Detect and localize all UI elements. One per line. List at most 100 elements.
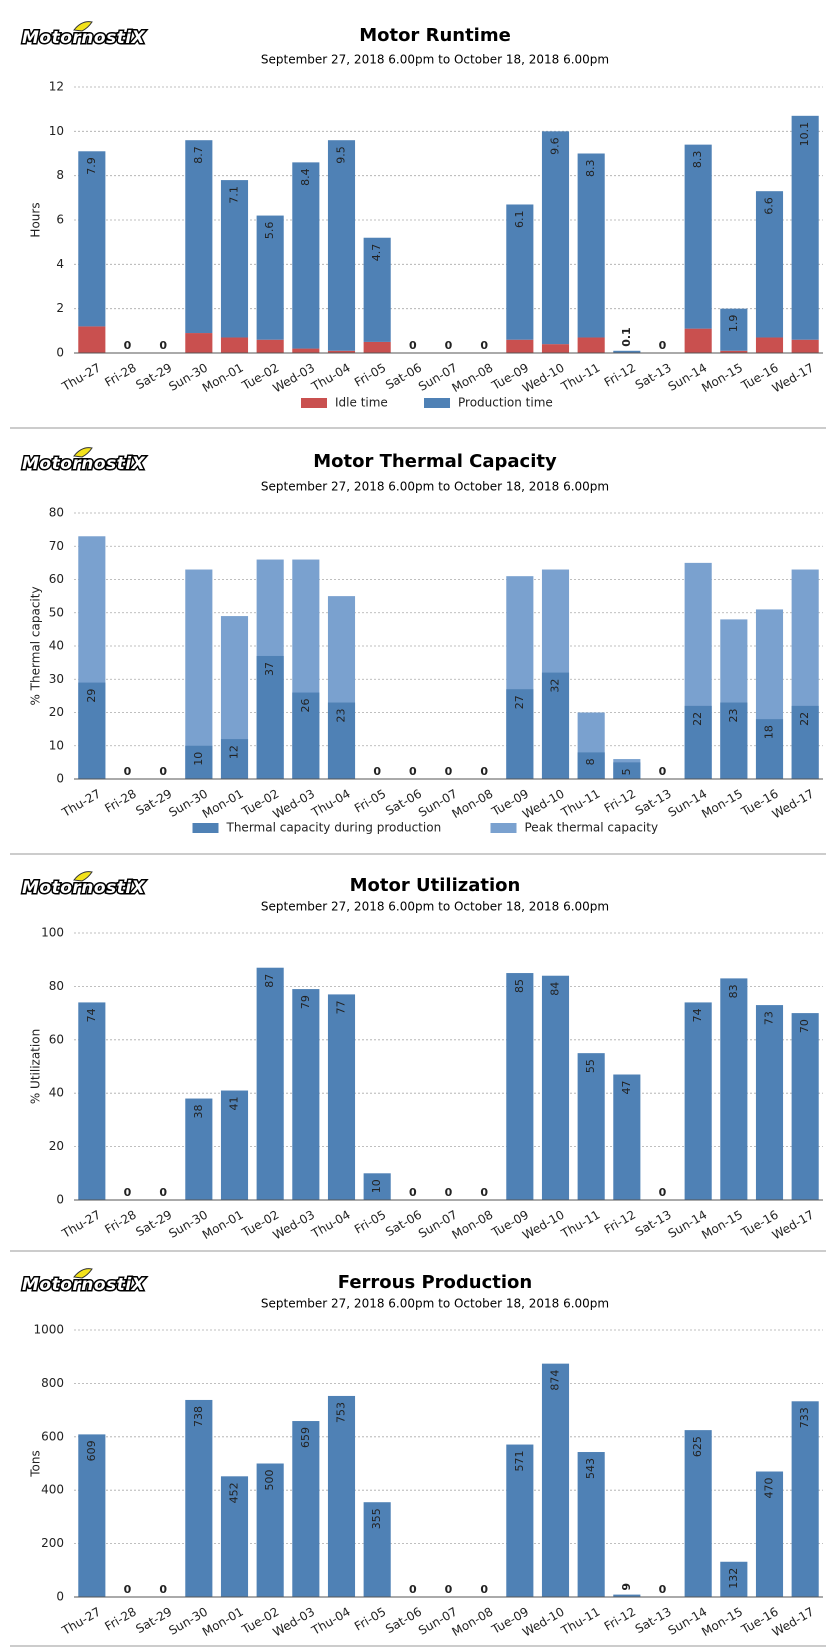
- chart-subtitle: September 27, 2018 6.00pm to October 18,…: [261, 480, 609, 494]
- bar: [185, 569, 213, 779]
- logo: MotornostiX: [22, 1275, 146, 1295]
- value-label: 79: [299, 995, 312, 1009]
- x-tick-label: Mon-08: [450, 1208, 496, 1243]
- value-label: 38: [192, 1105, 205, 1119]
- legend-label: Thermal capacity during production: [226, 821, 442, 835]
- bar: [185, 745, 213, 779]
- x-tick-label: Mon-15: [699, 1605, 745, 1640]
- bar: [755, 1005, 784, 1200]
- x-tick-label: Fri-05: [352, 361, 388, 390]
- value-label: 0: [659, 1186, 667, 1199]
- x-tick-label: Thu-27: [59, 787, 103, 821]
- bar: [78, 151, 106, 327]
- bar: [292, 1421, 320, 1597]
- bar: [684, 144, 712, 329]
- bar: [755, 337, 784, 353]
- bar: [292, 692, 320, 779]
- chart-title: Motor Thermal Capacity: [313, 451, 557, 472]
- value-label: 73: [763, 1011, 776, 1025]
- bar: [256, 215, 284, 340]
- x-tick-label: Sat-06: [383, 787, 424, 819]
- value-label: 47: [620, 1081, 633, 1095]
- value-label: 7.1: [228, 186, 241, 204]
- value-label: 0: [659, 339, 667, 352]
- bar: [541, 672, 570, 779]
- x-tick-label: Thu-11: [558, 1208, 602, 1242]
- logo-bird: [73, 21, 93, 32]
- legend-label: Production time: [458, 396, 553, 410]
- logo: MotornostiX: [22, 28, 146, 48]
- value-label: 10: [370, 1179, 383, 1193]
- y-tick-label: 10: [49, 124, 64, 138]
- value-label: 0: [409, 1583, 417, 1596]
- x-tick-label: Thu-11: [558, 361, 602, 395]
- x-tick-label: Sat-06: [383, 1208, 424, 1240]
- bar: [78, 1434, 106, 1597]
- x-tick-label: Sat-13: [633, 1208, 674, 1240]
- value-label: 18: [763, 725, 776, 739]
- bar: [613, 762, 641, 779]
- value-label: 0: [409, 765, 417, 778]
- value-label: 0: [480, 1583, 488, 1596]
- y-tick-label: 30: [49, 672, 64, 686]
- bar: [185, 1098, 213, 1200]
- bar: [220, 337, 249, 353]
- chart-title: Motor Runtime: [359, 25, 511, 46]
- logo-bird: [73, 447, 93, 458]
- value-label: 23: [727, 709, 740, 723]
- value-label: 874: [549, 1370, 562, 1391]
- x-tick-label: Mon-15: [699, 1208, 745, 1243]
- value-label: 0: [124, 339, 132, 352]
- y-tick-label: 12: [49, 80, 64, 94]
- y-tick-label: 1000: [33, 1323, 64, 1337]
- bar: [327, 994, 356, 1200]
- bar: [541, 975, 570, 1200]
- value-label: 0: [659, 765, 667, 778]
- value-label: 8.3: [691, 151, 704, 169]
- value-label: 37: [263, 662, 276, 676]
- y-tick-label: 20: [49, 705, 64, 719]
- x-tick-label: Sat-06: [383, 1605, 424, 1637]
- y-tick-label: 0: [56, 346, 64, 360]
- value-label: 8.7: [192, 146, 205, 164]
- value-label: 6.1: [513, 210, 526, 228]
- x-tick-label: Sat-13: [633, 787, 674, 819]
- value-label: 12: [228, 745, 241, 759]
- x-tick-label: Sat-29: [133, 787, 174, 819]
- value-label: 0: [159, 1186, 167, 1199]
- value-label: 74: [691, 1008, 704, 1022]
- chart-subtitle: September 27, 2018 6.00pm to October 18,…: [261, 900, 609, 914]
- bar: [720, 702, 748, 779]
- chart-subtitle: September 27, 2018 6.00pm to October 18,…: [261, 1297, 609, 1311]
- value-label: 22: [798, 712, 811, 726]
- value-label: 132: [727, 1568, 740, 1589]
- value-label: 26: [299, 699, 312, 713]
- value-label: 22: [691, 712, 704, 726]
- x-tick-label: Fri-28: [102, 787, 138, 816]
- value-label: 85: [513, 979, 526, 993]
- legend-swatch: [192, 823, 219, 833]
- bar: [755, 1471, 784, 1597]
- y-tick-label: 800: [41, 1376, 64, 1390]
- value-label: 55: [584, 1059, 597, 1073]
- bar: [220, 1476, 249, 1597]
- value-label: 84: [549, 982, 562, 996]
- x-tick-label: Mon-08: [450, 787, 496, 822]
- x-tick-label: Thu-04: [308, 1605, 352, 1639]
- x-tick-label: Fri-12: [602, 361, 638, 390]
- bar: [220, 180, 249, 338]
- legend-swatch: [301, 398, 327, 408]
- x-tick-label: Thu-11: [558, 1605, 602, 1639]
- y-tick-label: 4: [56, 257, 64, 271]
- x-tick-label: Mon-15: [699, 361, 745, 396]
- bar: [327, 1395, 356, 1597]
- value-label: 0.1: [620, 327, 633, 347]
- x-tick-label: Fri-12: [602, 787, 638, 816]
- bar: [78, 326, 106, 353]
- bar: [791, 1013, 819, 1200]
- value-label: 77: [335, 1000, 348, 1014]
- bar: [613, 1074, 641, 1200]
- value-label: 470: [763, 1478, 776, 1499]
- bar: [327, 140, 356, 351]
- value-label: 6.6: [763, 197, 776, 215]
